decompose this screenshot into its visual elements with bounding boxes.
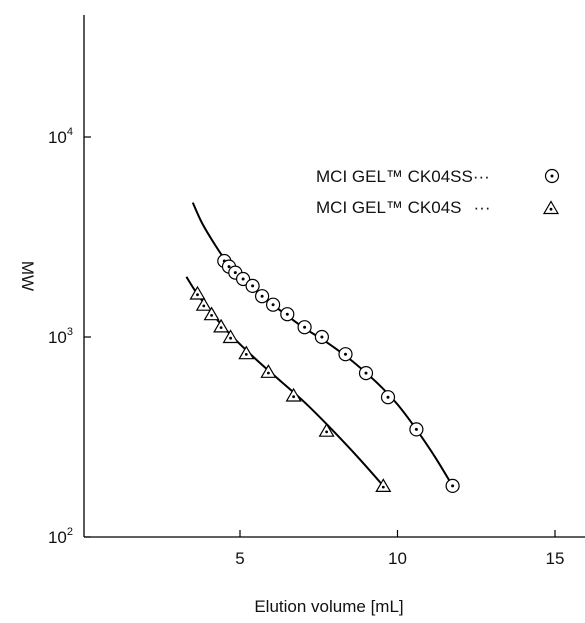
- y-tick-label-4: 104: [48, 126, 73, 147]
- series-line-0: [191, 202, 454, 487]
- legend-marker-circle-dot: [544, 168, 560, 184]
- data-point-s0-14: [445, 478, 460, 493]
- data-point-s0-13: [409, 422, 424, 437]
- x-axis-title: Elution volume [mL]: [254, 597, 403, 616]
- data-point-s1-6: [260, 364, 277, 378]
- svg-text:MCI GEL™ CK04SS···: MCI GEL™ CK04SS···: [316, 167, 490, 186]
- legend-label-ck04s: MCI GEL™ CK04S: [316, 198, 462, 217]
- data-point-s0-8: [297, 320, 312, 335]
- y-tick-label-3: 103: [48, 326, 73, 347]
- data-point-s1-3: [213, 318, 230, 333]
- svg-text:MCI GEL™ CK04S···: MCI GEL™ CK04S ···: [316, 198, 490, 217]
- x-tick-label-15: 15: [546, 549, 565, 568]
- data-point-s1-0: [189, 285, 206, 300]
- data-point-s0-12: [380, 390, 396, 405]
- data-point-s1-1: [195, 297, 212, 311]
- data-point-s1-8: [318, 423, 335, 437]
- x-tick-label-10: 10: [388, 549, 407, 568]
- data-point-s0-9: [314, 329, 329, 345]
- data-point-s0-7: [280, 307, 295, 322]
- legend-marker-triangle-dot: [542, 200, 560, 215]
- data-point-s0-10: [338, 347, 353, 362]
- data-point-s1-5: [238, 345, 255, 360]
- legend-item-ck04s: MCI GEL™ CK04S ···: [316, 198, 560, 217]
- legend-leader-ck04ss: ···: [473, 167, 490, 186]
- data-point-s0-4: [245, 278, 260, 293]
- legend: MCI GEL™ CK04SS··· MCI GEL™ CK04S ···: [316, 167, 560, 217]
- data-point-s1-4: [222, 329, 239, 344]
- ticks: 5 10 15 102 103 104: [48, 126, 565, 568]
- legend-item-ck04ss: MCI GEL™ CK04SS···: [316, 167, 560, 186]
- markers: [189, 253, 460, 493]
- legend-leader-ck04s: ···: [474, 198, 491, 217]
- x-tick-label-5: 5: [235, 549, 244, 568]
- y-axis-title: MW: [18, 261, 37, 291]
- data-point-s1-7: [285, 387, 302, 402]
- data-point-s0-11: [358, 366, 374, 381]
- data-point-s0-5: [255, 289, 270, 304]
- data-point-s0-6: [266, 297, 281, 312]
- curves: [185, 202, 454, 487]
- legend-label-ck04ss: MCI GEL™ CK04SS: [316, 167, 473, 186]
- axes: [83, 15, 585, 538]
- data-point-s1-2: [203, 306, 220, 321]
- data-point-s1-9: [375, 478, 392, 492]
- y-tick-label-2: 102: [48, 526, 73, 547]
- data-point-s0-3: [236, 271, 251, 287]
